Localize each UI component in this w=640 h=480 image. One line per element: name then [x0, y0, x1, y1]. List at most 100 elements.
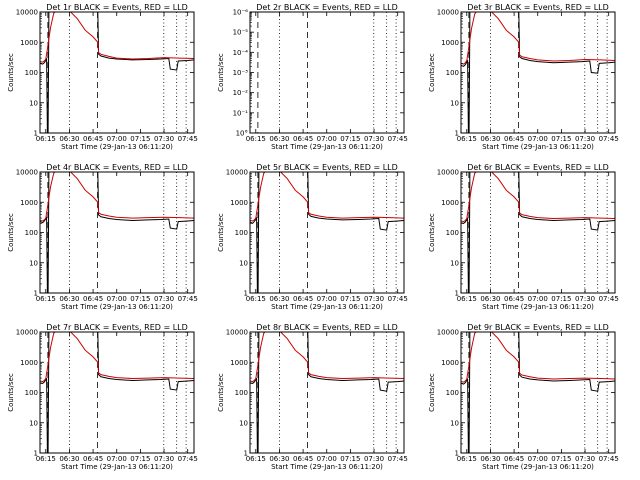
- series-events: [250, 172, 404, 293]
- series-lld: [40, 12, 194, 63]
- x-tick-label: 06:30: [269, 455, 289, 463]
- x-tick-label: 07:00: [107, 455, 127, 463]
- subplot-2: 10° 10⁻¹ 10⁻² 10⁻³ 10⁻⁴ 10⁻⁵ 10⁻⁶ 06:15 06:30 06:…: [217, 3, 408, 151]
- x-tick-label: 07:00: [317, 135, 337, 143]
- x-tick-label: 06:30: [59, 455, 79, 463]
- x-tick-label: 06:45: [83, 295, 103, 303]
- x-tick-label: 06:30: [269, 135, 289, 143]
- y-tick-label: 100: [25, 229, 38, 237]
- y-tick-label: 10000: [16, 169, 38, 177]
- x-axis-label: Start Time (29-Jan-13 06:11:20): [271, 143, 383, 151]
- plot-area: [461, 332, 615, 453]
- x-axis-label: Start Time (29-Jan-13 06:11:20): [482, 143, 594, 151]
- x-tick-label: 07:15: [130, 135, 150, 143]
- series-lld: [40, 332, 194, 383]
- x-axis-label: Start Time (29-Jan-13 06:11:20): [61, 143, 173, 151]
- y-tick-label: 1000: [20, 359, 38, 367]
- x-tick-label: 07:00: [528, 135, 548, 143]
- y-tick-label: 10: [29, 99, 38, 107]
- y-tick-label: 10: [29, 259, 38, 267]
- x-tick-label: 06:45: [504, 295, 524, 303]
- y-axis-label: Counts/sec: [7, 53, 15, 92]
- x-tick-label: 06:15: [246, 455, 266, 463]
- plot-area: [40, 172, 194, 293]
- x-tick-label: 07:00: [528, 455, 548, 463]
- y-tick-label: 10⁻⁵: [233, 29, 249, 37]
- x-tick-label: 06:15: [246, 135, 266, 143]
- x-axis-label: Start Time (29-Jan-13 06:11:20): [61, 463, 173, 471]
- series-events: [250, 332, 404, 453]
- y-tick-label: 1000: [20, 199, 38, 207]
- x-tick-label: 07:30: [575, 135, 595, 143]
- x-axis-label: Start Time (29-Jan-13 06:11:20): [482, 303, 594, 311]
- plot-frame: [249, 171, 405, 294]
- x-tick-label: 07:45: [388, 295, 408, 303]
- subplot-title: Det 1r BLACK = Events, RED = LLD: [46, 3, 188, 12]
- x-tick-label: 06:45: [504, 135, 524, 143]
- y-tick-label: 10⁻⁶: [233, 9, 249, 17]
- x-tick-label: 07:15: [130, 455, 150, 463]
- series-events: [461, 172, 615, 293]
- y-tick-label: 10000: [437, 9, 459, 17]
- x-tick-label: 07:15: [551, 135, 571, 143]
- series-lld: [461, 332, 615, 383]
- series-events: [461, 332, 615, 453]
- y-tick-label: 1: [455, 130, 459, 138]
- x-tick-label: 06:45: [504, 455, 524, 463]
- subplot-title: Det 3r BLACK = Events, RED = LLD: [467, 3, 609, 12]
- y-tick-label: 10⁻²: [233, 89, 249, 97]
- y-tick-label: 1: [244, 450, 248, 458]
- plot-frame: [460, 171, 616, 294]
- subplot-title: Det 6r BLACK = Events, RED = LLD: [467, 163, 609, 172]
- plot-area: [250, 172, 404, 293]
- x-tick-label: 06:15: [457, 135, 477, 143]
- y-tick-label: 1000: [230, 359, 248, 367]
- subplot-title: Det 5r BLACK = Events, RED = LLD: [256, 163, 398, 172]
- y-tick-label: 100: [25, 69, 38, 77]
- x-tick-label: 07:45: [388, 135, 408, 143]
- x-tick-label: 06:15: [246, 295, 266, 303]
- plot-frame: [39, 11, 195, 134]
- x-axis-label: Start Time (29-Jan-13 06:11:20): [271, 463, 383, 471]
- plot-area: [250, 332, 404, 453]
- series-lld: [250, 172, 404, 222]
- subplot-title: Det 2r BLACK = Events, RED = LLD: [256, 3, 398, 12]
- x-axis-label: Start Time (29-Jan-13 06:11:20): [482, 463, 594, 471]
- subplot-title: Det 4r BLACK = Events, RED = LLD: [46, 163, 188, 172]
- y-axis-label: Counts/sec: [428, 53, 436, 92]
- x-tick-label: 06:45: [293, 295, 313, 303]
- subplot-8: 1 10 100 1000 10000 06:15 06:30 06:45 07:00 07:15…: [217, 323, 408, 471]
- y-tick-label: 10000: [437, 329, 459, 337]
- y-tick-label: 10: [239, 259, 248, 267]
- y-tick-label: 1000: [230, 199, 248, 207]
- y-axis-label: Counts/sec: [428, 213, 436, 252]
- x-tick-label: 06:15: [36, 135, 56, 143]
- y-tick-label: 100: [446, 389, 459, 397]
- plot-frame: [39, 171, 195, 294]
- y-tick-label: 10: [450, 259, 459, 267]
- y-axis-label: Counts/sec: [428, 373, 436, 412]
- x-tick-label: 07:15: [130, 295, 150, 303]
- x-axis-label: Start Time (29-Jan-13 06:11:20): [271, 303, 383, 311]
- x-tick-label: 07:15: [551, 455, 571, 463]
- y-axis-label: Counts/sec: [217, 53, 225, 92]
- y-tick-label: 1: [244, 290, 248, 298]
- y-tick-label: 1: [455, 290, 459, 298]
- y-tick-label: 100: [235, 229, 248, 237]
- x-tick-label: 07:00: [317, 455, 337, 463]
- plot-area: [461, 172, 615, 293]
- x-tick-label: 07:15: [551, 295, 571, 303]
- series-events: [40, 172, 194, 293]
- y-tick-label: 1: [34, 290, 38, 298]
- x-tick-label: 06:30: [480, 295, 500, 303]
- x-tick-label: 06:15: [36, 455, 56, 463]
- x-tick-label: 07:30: [364, 455, 384, 463]
- plot-frame: [249, 331, 405, 454]
- y-axis-label: Counts/sec: [7, 213, 15, 252]
- series-events: [40, 332, 194, 453]
- y-tick-label: 10⁻³: [233, 69, 249, 77]
- x-tick-label: 06:30: [59, 295, 79, 303]
- y-tick-label: 1000: [20, 39, 38, 47]
- y-tick-label: 1000: [441, 39, 459, 47]
